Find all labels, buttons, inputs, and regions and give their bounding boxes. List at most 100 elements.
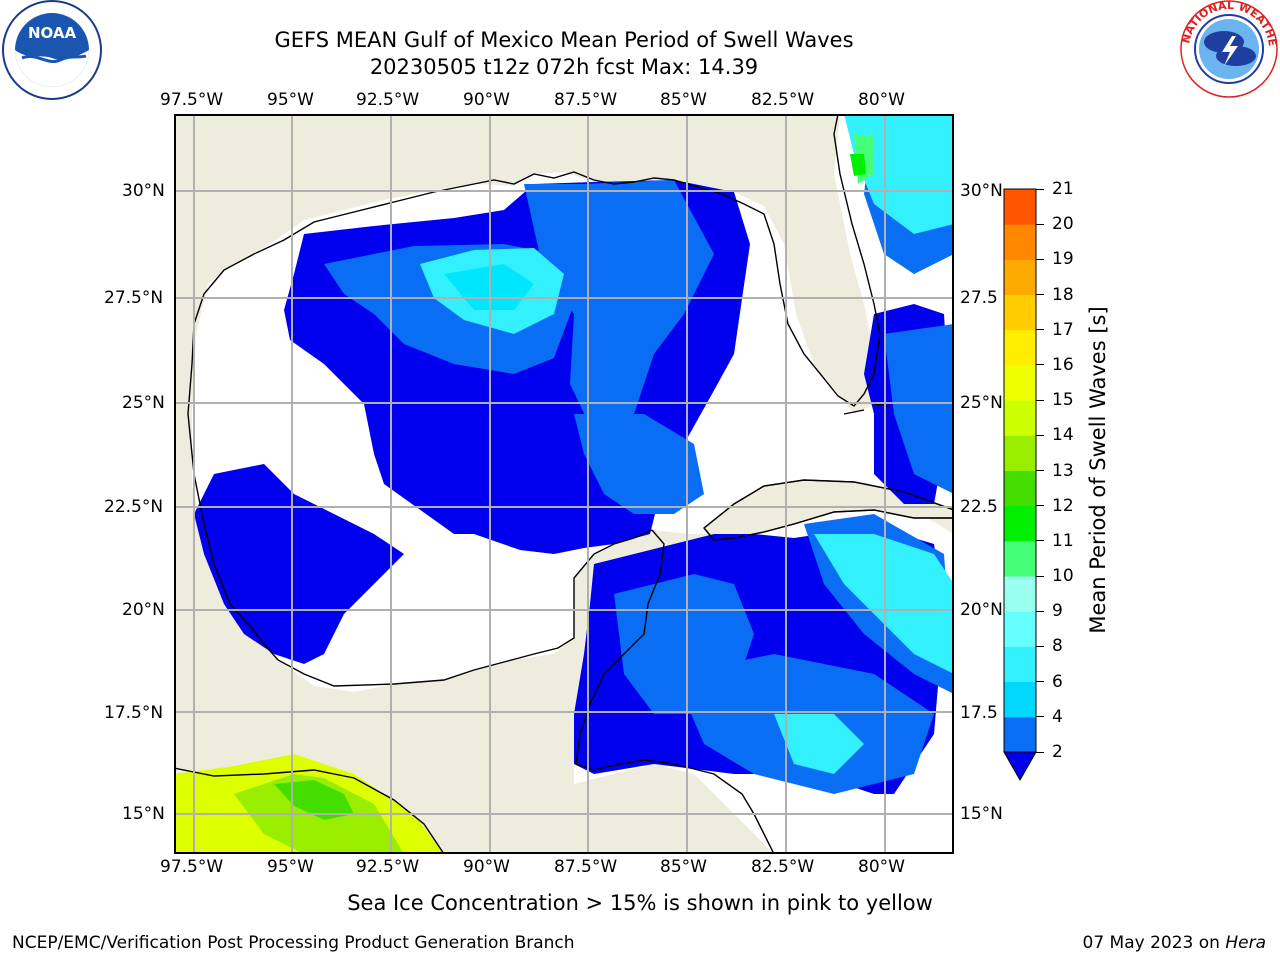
colorbar-segment: [1004, 505, 1036, 542]
lat-label-left: 25°N: [122, 393, 165, 413]
colorbar-tick-label: 2: [1052, 742, 1063, 762]
colorbar-segment: [1004, 540, 1036, 577]
colorbar-tick-label: 20: [1052, 214, 1074, 235]
colorbar-tick-label: 9: [1052, 601, 1063, 622]
sea-ice-note: Sea Ice Concentration > 15% is shown in …: [347, 891, 933, 915]
lat-label-right: 27.5: [960, 288, 998, 308]
colorbar-tick-mark: [1036, 258, 1044, 260]
coastline-gulf: [193, 114, 881, 407]
colorbar-tick-mark: [1036, 434, 1044, 436]
lat-label-right: 22.5: [960, 497, 998, 517]
lon-label-bottom: 87.5°W: [554, 857, 618, 877]
colorbar-under-triangle: [1003, 751, 1037, 782]
colorbar-label: Mean Period of Swell Waves [s]: [1086, 306, 1110, 634]
colorbar: [1003, 188, 1037, 782]
lon-label-top: 82.5°W: [751, 90, 815, 110]
colorbar-segment: [1004, 224, 1036, 260]
lon-label-top: 97.5°W: [160, 90, 224, 110]
colorbar-segment: [1004, 470, 1036, 507]
colorbar-segment: [1004, 189, 1036, 225]
footer-credit: NCEP/EMC/Verification Post Processing Pr…: [12, 933, 575, 953]
lat-label-right: 25°N: [960, 393, 1003, 413]
colorbar-tick-mark: [1036, 329, 1044, 331]
colorbar-tick-mark: [1036, 188, 1044, 190]
pacific-swell-core: [274, 780, 354, 820]
lat-label-left: 15°N: [122, 804, 165, 824]
colorbar-tick-label: 6: [1052, 671, 1063, 692]
lon-label-top: 92.5°W: [356, 90, 420, 110]
graticule: [174, 114, 954, 854]
colorbar-tick-mark: [1036, 575, 1044, 577]
footer-date-text: 07 May 2023 on: [1082, 933, 1226, 953]
coastline-mexico: [187, 323, 653, 687]
colorbar-segment: [1004, 611, 1036, 647]
colorbar-segment: [1004, 681, 1036, 718]
footer-host: Hera: [1225, 933, 1266, 953]
colorbar-tick-mark: [1036, 645, 1044, 647]
coastline-cuba: [703, 479, 954, 541]
colorbar-tick-label: 4: [1052, 706, 1063, 727]
lat-label-left: 20°N: [122, 600, 165, 620]
lat-label-left: 17.5°N: [104, 703, 164, 723]
lon-label-bottom: 85°W: [660, 857, 707, 877]
colorbar-tick-mark: [1036, 470, 1044, 471]
nws-logo: NATIONAL WEATHER SERVICE: [1178, 0, 1279, 98]
coastline-yucatan: [575, 529, 775, 854]
colorbar-tick-mark: [1036, 294, 1044, 296]
lat-label-left: 27.5°N: [104, 288, 164, 308]
colorbar-tick-label: 13: [1052, 460, 1074, 481]
colorbar-tick-mark: [1036, 505, 1044, 507]
colorbar-segment: [1004, 400, 1036, 436]
colorbar-tick-mark: [1036, 364, 1044, 366]
colorbar-segment: [1004, 259, 1036, 296]
lon-label-bottom: 82.5°W: [751, 857, 815, 877]
colorbar-segment: [1004, 716, 1036, 753]
colorbar-segment: [1004, 294, 1036, 331]
lat-label-right: 20°N: [960, 600, 1003, 620]
colorbar-tick-mark: [1036, 681, 1044, 683]
lon-label-top: 95°W: [267, 90, 314, 110]
colorbar-tick-mark: [1036, 716, 1044, 718]
colorbar-tick-label: 21: [1052, 179, 1074, 199]
lat-label-left: 30°N: [122, 181, 165, 201]
colorbar-tick-mark: [1036, 751, 1044, 753]
svg-text:NOAA: NOAA: [28, 24, 77, 42]
lon-label-bottom: 92.5°W: [356, 857, 420, 877]
colorbar-segment: [1004, 435, 1036, 471]
lon-label-top: 90°W: [463, 90, 510, 110]
colorbar-tick-label: 14: [1052, 425, 1074, 446]
colorbar-segment: [1004, 576, 1036, 612]
lon-label-top: 85°W: [660, 90, 707, 110]
lon-label-bottom: 95°W: [267, 857, 314, 877]
lon-label-bottom: 90°W: [463, 857, 510, 877]
lat-label-left: 22.5°N: [104, 497, 164, 517]
colorbar-tick-label: 11: [1052, 530, 1074, 551]
coastline-bahamas: [843, 403, 891, 415]
colorbar-tick-label: 17: [1052, 319, 1074, 340]
lat-label-right: 17.5: [960, 703, 998, 723]
colorbar-tick-label: 15: [1052, 390, 1074, 411]
coastline-pacific: [174, 767, 445, 854]
colorbar-tick-mark: [1036, 399, 1044, 401]
colorbar-tick-label: 19: [1052, 249, 1074, 270]
lon-label-bottom: 97.5°W: [160, 857, 224, 877]
colorbar-tick-label: 16: [1052, 354, 1074, 375]
colorbar-tick-mark: [1036, 610, 1044, 612]
colorbar-tick-label: 8: [1052, 636, 1063, 657]
map-panel: [174, 114, 954, 854]
colorbar-tick-mark: [1036, 540, 1044, 542]
noaa-logo: NOAA: [2, 0, 102, 100]
lat-label-right: 30°N: [960, 181, 1003, 201]
lon-label-top: 87.5°W: [554, 90, 618, 110]
colorbar-segment: [1004, 646, 1036, 683]
lat-label-right: 15°N: [960, 804, 1003, 824]
colorbar-segment: [1004, 364, 1036, 401]
lon-label-top: 80°W: [858, 90, 905, 110]
colorbar-tick-label: 10: [1052, 566, 1074, 587]
colorbar-tick-label: 12: [1052, 495, 1074, 516]
map-subtitle: 20230505 t12z 072h fcst Max: 14.39: [369, 55, 759, 79]
colorbar-tick-mark: [1036, 223, 1044, 225]
map-title: GEFS MEAN Gulf of Mexico Mean Period of …: [274, 28, 854, 52]
lon-label-bottom: 80°W: [858, 857, 905, 877]
colorbar-tick-label: 18: [1052, 284, 1074, 305]
